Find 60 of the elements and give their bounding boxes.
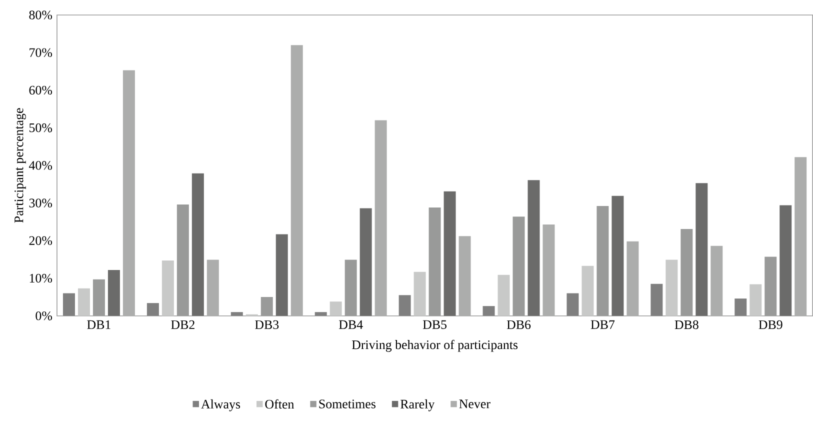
bar (710, 246, 723, 316)
x-tick-label: DB6 (506, 320, 531, 330)
bar (192, 173, 204, 316)
legend-label: Never (459, 400, 490, 408)
legend-label: Sometimes (319, 400, 376, 408)
bar (206, 260, 219, 316)
bar (458, 236, 471, 316)
bar (582, 266, 594, 316)
x-tick-label: DB1 (87, 320, 110, 330)
bar (146, 303, 159, 316)
bar (750, 284, 762, 316)
bar (290, 45, 303, 316)
bar (794, 157, 807, 316)
legend-label: Rarely (400, 400, 435, 412)
bar (626, 241, 639, 316)
y-tick-label: 40% (28, 161, 52, 170)
x-tick-label: DB8 (674, 320, 698, 330)
x-axis-title: Driving behavior of participants (352, 340, 518, 352)
bar (122, 70, 135, 316)
bar (696, 183, 708, 316)
x-tick-label: DB3 (255, 320, 279, 330)
bar (482, 306, 495, 316)
bar (414, 272, 426, 316)
x-tick-label: DB7 (590, 320, 615, 329)
bar (444, 191, 456, 316)
bar (566, 293, 579, 316)
x-tick-label: DB4 (338, 320, 363, 330)
y-tick-label: 10% (30, 274, 52, 283)
bar (162, 260, 174, 316)
bar (62, 293, 75, 316)
bar (108, 270, 120, 316)
bar (734, 298, 747, 316)
bar (230, 312, 243, 316)
y-tick-label: 30% (29, 198, 52, 208)
bar (398, 295, 411, 316)
bar (374, 120, 387, 316)
bar (528, 180, 540, 316)
bar (612, 196, 624, 316)
bar (330, 302, 342, 316)
bar (78, 288, 90, 316)
legend-label: Always (201, 400, 240, 412)
y-tick-label: 60% (29, 86, 52, 95)
bar (542, 224, 555, 316)
y-axis-title: Participant percentage (14, 108, 26, 223)
y-tick-label: 50% (29, 124, 52, 132)
y-tick-label: 70% (30, 48, 52, 58)
y-tick-label: 80% (29, 10, 52, 20)
x-tick-label: DB9 (758, 320, 782, 330)
x-tick-label: DB5 (422, 320, 447, 330)
bar (780, 205, 792, 316)
bar (650, 284, 663, 316)
x-tick-label: DB2 (171, 320, 194, 330)
bar (360, 208, 372, 316)
bar (666, 260, 678, 316)
y-tick-label: 20% (29, 236, 52, 246)
bar (498, 274, 510, 316)
y-tick-label: 0% (36, 312, 52, 320)
bar (276, 234, 288, 316)
legend-label: Often (265, 399, 294, 409)
bar (314, 312, 327, 316)
